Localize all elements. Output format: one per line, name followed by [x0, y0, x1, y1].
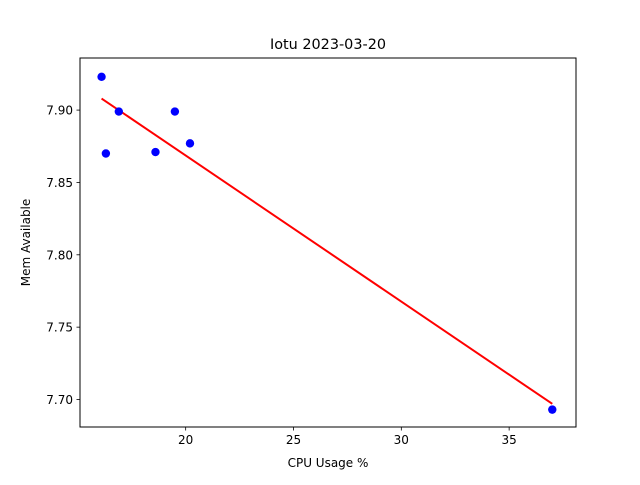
y-tick-label: 7.85 [46, 176, 73, 190]
chart-title: Iotu 2023-03-20 [270, 37, 386, 53]
x-axis-label: CPU Usage % [288, 456, 369, 470]
x-tick-label: 30 [394, 433, 409, 447]
y-tick-label: 7.75 [46, 321, 73, 335]
y-tick-label: 7.90 [46, 104, 73, 118]
x-axis-ticks: 20 25 30 35 [178, 427, 517, 447]
x-tick-label: 35 [502, 433, 517, 447]
x-tick-label: 20 [178, 433, 193, 447]
y-axis-label: Mem Available [19, 199, 33, 287]
plot-area [97, 72, 557, 414]
x-tick-label: 25 [286, 433, 301, 447]
y-tick-label: 7.70 [46, 393, 73, 407]
data-point [548, 405, 557, 414]
data-point [185, 139, 195, 148]
y-axis-ticks: 7.70 7.75 7.80 7.85 7.90 [46, 104, 80, 407]
data-point [114, 107, 124, 116]
axes-frame [79, 57, 577, 428]
regression-line [101, 97, 553, 405]
y-tick-label: 7.80 [46, 248, 73, 262]
data-point [151, 147, 160, 157]
data-point [170, 107, 180, 116]
data-point [101, 149, 111, 158]
data-point [97, 72, 106, 82]
